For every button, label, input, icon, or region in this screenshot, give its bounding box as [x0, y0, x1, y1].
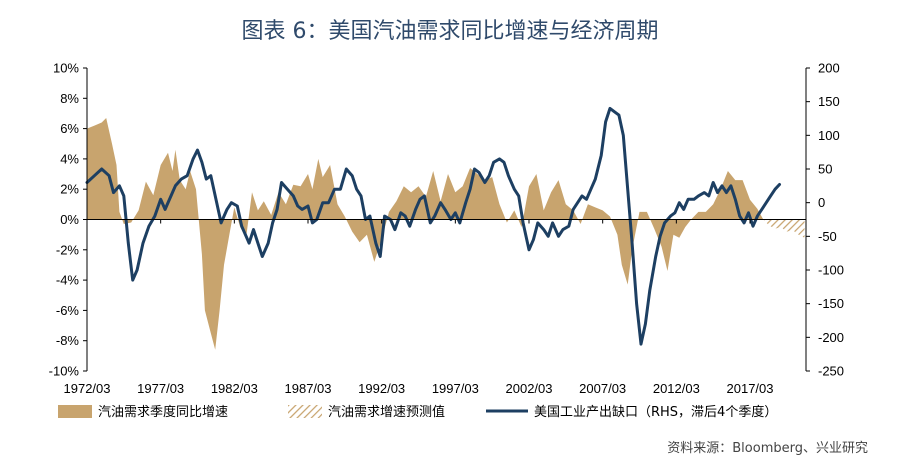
- right-axis-ticks: 200 150 100 50 0 -50 -100 -150 -200 -250: [806, 61, 844, 379]
- left-axis-ticks: 10% 8% 6% 4% 2% 0% -2% -4% -6% -8% -10%: [49, 61, 87, 379]
- x-tick-label: 1982/03: [211, 381, 258, 396]
- x-tick-label: 1987/03: [285, 381, 332, 396]
- right-tick-label: -100: [818, 263, 844, 278]
- right-tick-label: 200: [818, 61, 840, 76]
- x-tick-label: 2007/03: [579, 381, 626, 396]
- right-tick-label: -250: [818, 364, 844, 379]
- axes: [86, 68, 807, 371]
- legend-swatch-area: [58, 405, 92, 418]
- x-tick-label: 1977/03: [137, 381, 184, 396]
- x-tick-label: 2012/03: [653, 381, 700, 396]
- right-tick-label: 150: [818, 94, 840, 109]
- x-tick-label: 2017/03: [727, 381, 774, 396]
- right-tick-label: -200: [818, 330, 844, 345]
- left-tick-label: -2%: [56, 242, 80, 257]
- right-tick-label: 100: [818, 128, 840, 143]
- left-tick-label: -10%: [49, 364, 80, 379]
- left-tick-label: 0%: [60, 212, 79, 227]
- left-tick-label: 10%: [53, 61, 79, 76]
- legend-label-line: 美国工业产出缺口（RHS，滞后4个季度）: [534, 404, 777, 420]
- legend: 汽油需求季度同比增速 汽油需求增速预测值 美国工业产出缺口（RHS，滞后4个季度…: [58, 404, 777, 420]
- source-note: 资料来源：Bloomberg、兴业研究: [667, 441, 868, 456]
- legend-label-hatched: 汽油需求增速预测值: [328, 404, 445, 420]
- gasoline-demand-area-series: [87, 118, 764, 350]
- left-tick-label: 4%: [60, 151, 79, 166]
- right-tick-label: 50: [818, 162, 832, 177]
- x-tick-label: 1992/03: [358, 381, 405, 396]
- legend-label-area: 汽油需求季度同比增速: [98, 404, 228, 420]
- plot-area: [85, 106, 805, 350]
- right-tick-label: -50: [818, 229, 837, 244]
- forecast-area-series: [763, 219, 805, 238]
- right-tick-label: 0: [818, 195, 825, 210]
- left-tick-label: 6%: [60, 121, 79, 136]
- left-tick-label: -8%: [56, 333, 80, 348]
- left-tick-label: 8%: [60, 91, 79, 106]
- x-tick-label: 1972/03: [64, 381, 111, 396]
- right-tick-label: -150: [818, 296, 844, 311]
- left-tick-label: 2%: [60, 182, 79, 197]
- x-tick-label: 2002/03: [506, 381, 553, 396]
- legend-swatch-hatched: [288, 405, 322, 418]
- left-tick-label: -4%: [56, 273, 80, 288]
- chart-title: 图表 6：美国汽油需求同比增速与经济周期: [242, 19, 659, 44]
- x-tick-label: 1997/03: [432, 381, 479, 396]
- left-tick-label: -6%: [56, 303, 80, 318]
- x-axis-ticks: 1972/03 1977/03 1982/03 1987/03 1992/03 1997/…: [64, 219, 774, 396]
